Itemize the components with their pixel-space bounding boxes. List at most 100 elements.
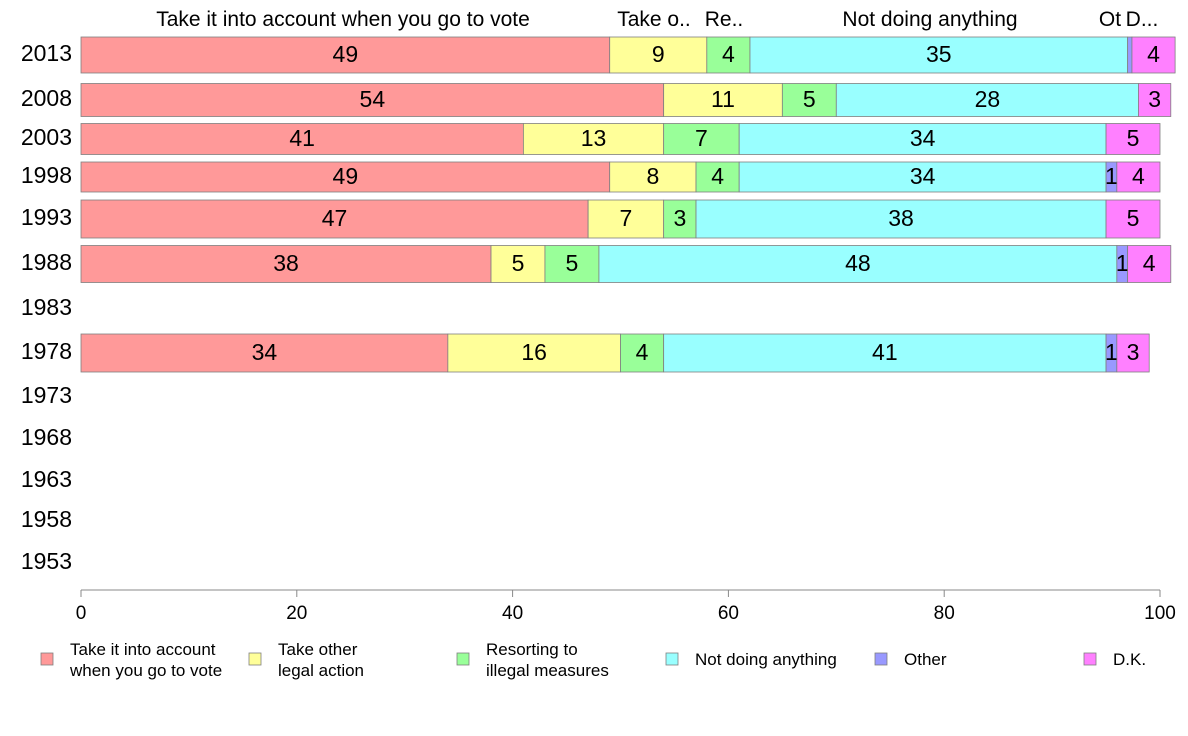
year-label-1968: 1968	[21, 424, 72, 450]
data-label-1988-1: 5	[512, 250, 525, 276]
bar-segment-2003-3	[738, 123, 1107, 155]
bar-segment-1988-5	[1127, 245, 1172, 283]
data-label-2008-1: 11	[711, 86, 735, 112]
bar-segment-1978-2	[620, 333, 665, 373]
legend-swatch-1	[248, 652, 262, 666]
bar-segment-1998-5	[1116, 161, 1161, 193]
bar-segment-2013-4	[1127, 36, 1133, 74]
bar-segment-2003-2	[663, 123, 740, 155]
bar-segment-1978-0	[80, 333, 449, 373]
year-label-1963: 1963	[21, 466, 72, 492]
data-label-2013-1: 9	[652, 41, 665, 67]
data-label-2013-3: 35	[926, 41, 952, 67]
legend-label-3-0: Not doing anything	[695, 650, 837, 669]
year-label-1988: 1988	[21, 249, 72, 275]
data-label-1998-4: 1	[1105, 163, 1118, 189]
data-label-1988-3: 48	[845, 250, 871, 276]
data-label-2013-5: 4	[1147, 41, 1160, 67]
data-label-1998-2: 4	[711, 163, 724, 189]
year-label-1983: 1983	[21, 294, 72, 320]
year-label-2003: 2003	[21, 124, 72, 150]
data-label-1988-0: 38	[273, 250, 299, 276]
data-label-2003-1: 13	[581, 125, 607, 151]
legend-label-4-0: Other	[904, 650, 947, 669]
data-label-1978-0: 34	[252, 339, 278, 365]
bar-segment-1993-1	[587, 199, 665, 239]
column-header-2: Re..	[705, 8, 744, 31]
bar-segment-2008-2	[781, 83, 837, 117]
bar-segment-1993-3	[695, 199, 1107, 239]
legend-swatch-0	[40, 652, 54, 666]
data-label-1993-3: 38	[888, 205, 914, 231]
data-label-1998-0: 49	[333, 163, 359, 189]
data-label-1978-2: 4	[636, 339, 649, 365]
column-header-1: Take o..	[617, 8, 691, 31]
data-label-2003-2: 7	[695, 125, 708, 151]
bar-segment-2013-1	[609, 36, 708, 74]
bar-segment-1988-3	[598, 245, 1118, 283]
bar-segment-2003-5	[1105, 123, 1161, 155]
data-label-2008-5: 3	[1148, 86, 1161, 112]
x-tick-label-0: 0	[76, 603, 87, 624]
bar-segment-1998-2	[695, 161, 740, 193]
bar-segment-1993-5	[1105, 199, 1161, 239]
column-header-0: Take it into account when you go to vote	[156, 8, 530, 31]
bar-segment-1988-1	[490, 245, 546, 283]
x-tick-label-40: 40	[502, 603, 523, 624]
data-label-2008-3: 28	[975, 86, 1001, 112]
bar-segment-2013-2	[706, 36, 751, 74]
legend-label-1-1: legal action	[278, 661, 364, 680]
x-tick-label-100: 100	[1144, 603, 1176, 624]
year-label-1998: 1998	[21, 162, 72, 188]
data-label-1988-2: 5	[566, 250, 579, 276]
data-label-2008-2: 5	[803, 86, 816, 112]
data-label-1998-1: 8	[646, 163, 659, 189]
year-label-1978: 1978	[21, 338, 72, 364]
column-header-4: Ot	[1099, 8, 1121, 31]
year-label-2013: 2013	[21, 40, 72, 66]
bar-segment-2008-3	[835, 83, 1139, 117]
data-label-1978-5: 3	[1127, 339, 1140, 365]
bar-segment-2013-0	[80, 36, 611, 74]
data-label-2003-3: 34	[910, 125, 936, 151]
x-tick-label-20: 20	[286, 603, 307, 624]
year-label-2008: 2008	[21, 85, 72, 111]
bar-segment-1978-1	[447, 333, 621, 373]
x-tick-label-60: 60	[718, 603, 739, 624]
bar-segment-1998-1	[609, 161, 697, 193]
data-label-1993-2: 3	[673, 205, 686, 231]
legend-label-0-0: Take it into account	[70, 640, 216, 659]
legend-swatch-4	[874, 652, 888, 666]
data-label-1998-3: 34	[910, 163, 936, 189]
bar-segment-2013-3	[749, 36, 1129, 74]
year-label-1958: 1958	[21, 506, 72, 532]
bar-segment-1998-3	[738, 161, 1107, 193]
data-label-1998-5: 4	[1132, 163, 1145, 189]
legend-label-0-1: when you go to vote	[69, 661, 222, 680]
data-label-1988-5: 4	[1143, 250, 1156, 276]
year-label-1993: 1993	[21, 204, 72, 230]
bar-segment-2008-5	[1138, 83, 1172, 117]
bar-segment-2008-0	[80, 83, 665, 117]
data-label-2008-0: 54	[360, 86, 386, 112]
legend-label-5-0: D.K.	[1113, 650, 1146, 669]
data-label-2003-0: 41	[289, 125, 315, 151]
data-label-1993-1: 7	[619, 205, 632, 231]
data-label-1978-1: 16	[521, 339, 547, 365]
data-label-1978-3: 41	[872, 339, 898, 365]
x-tick-label-80: 80	[934, 603, 955, 624]
bar-segment-1978-3	[663, 333, 1107, 373]
bar-segment-1988-2	[544, 245, 600, 283]
bar-segment-2013-5	[1131, 36, 1176, 74]
data-label-1988-4: 1	[1116, 250, 1129, 276]
year-label-1953: 1953	[21, 548, 72, 574]
legend-label-2-1: illegal measures	[486, 661, 609, 680]
data-label-1993-0: 47	[322, 205, 348, 231]
column-header-3: Not doing anything	[842, 8, 1017, 31]
bar-segment-1988-0	[80, 245, 492, 283]
legend-label-2-0: Resorting to	[486, 640, 578, 659]
bar-segment-2003-1	[522, 123, 665, 155]
data-label-2003-5: 5	[1127, 125, 1140, 151]
bar-segment-2008-1	[663, 83, 783, 117]
